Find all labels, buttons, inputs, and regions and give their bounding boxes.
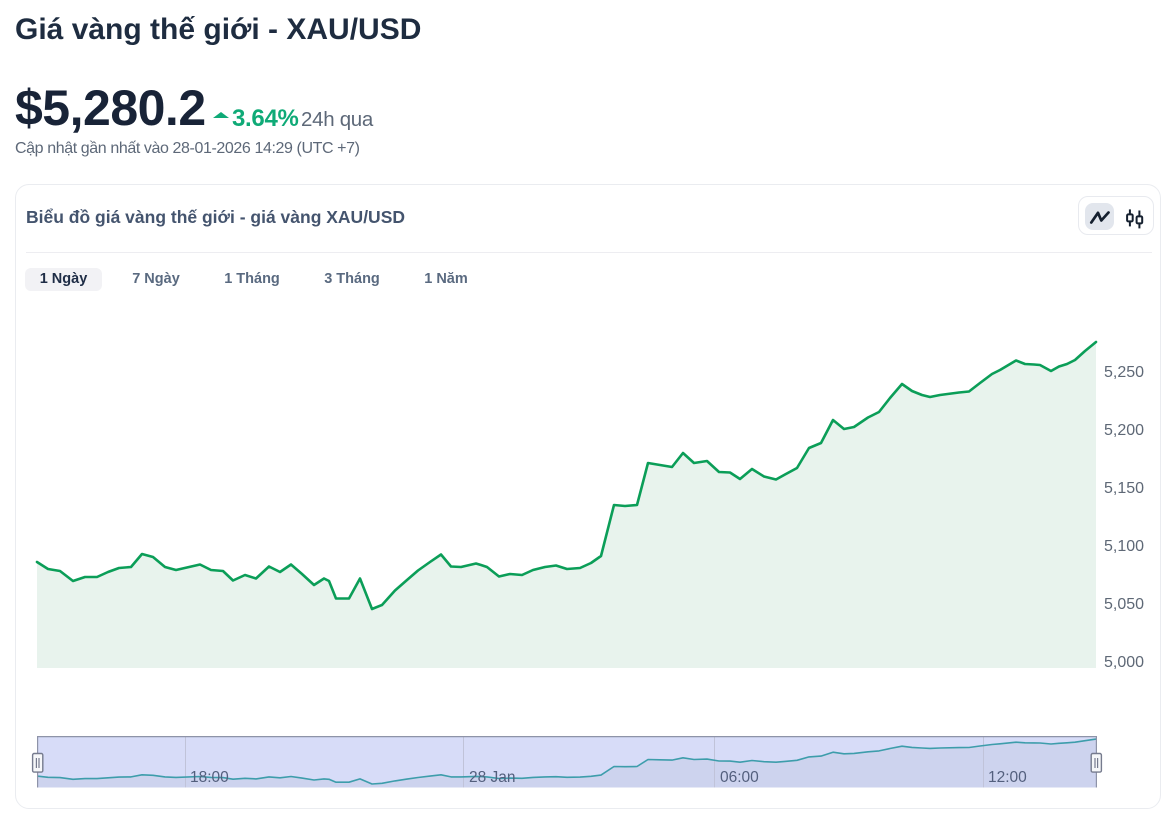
svg-text:5,200: 5,200 <box>1104 422 1144 439</box>
svg-text:5,050: 5,050 <box>1104 596 1144 613</box>
svg-text:06:00: 06:00 <box>720 769 759 786</box>
svg-text:18:00: 18:00 <box>190 769 229 786</box>
svg-text:5,000: 5,000 <box>1104 654 1144 671</box>
svg-text:28 Jan: 28 Jan <box>469 769 516 786</box>
svg-text:5,100: 5,100 <box>1104 538 1144 555</box>
svg-text:12:00: 12:00 <box>988 769 1027 786</box>
svg-text:5,150: 5,150 <box>1104 480 1144 497</box>
svg-text:5,250: 5,250 <box>1104 364 1144 381</box>
